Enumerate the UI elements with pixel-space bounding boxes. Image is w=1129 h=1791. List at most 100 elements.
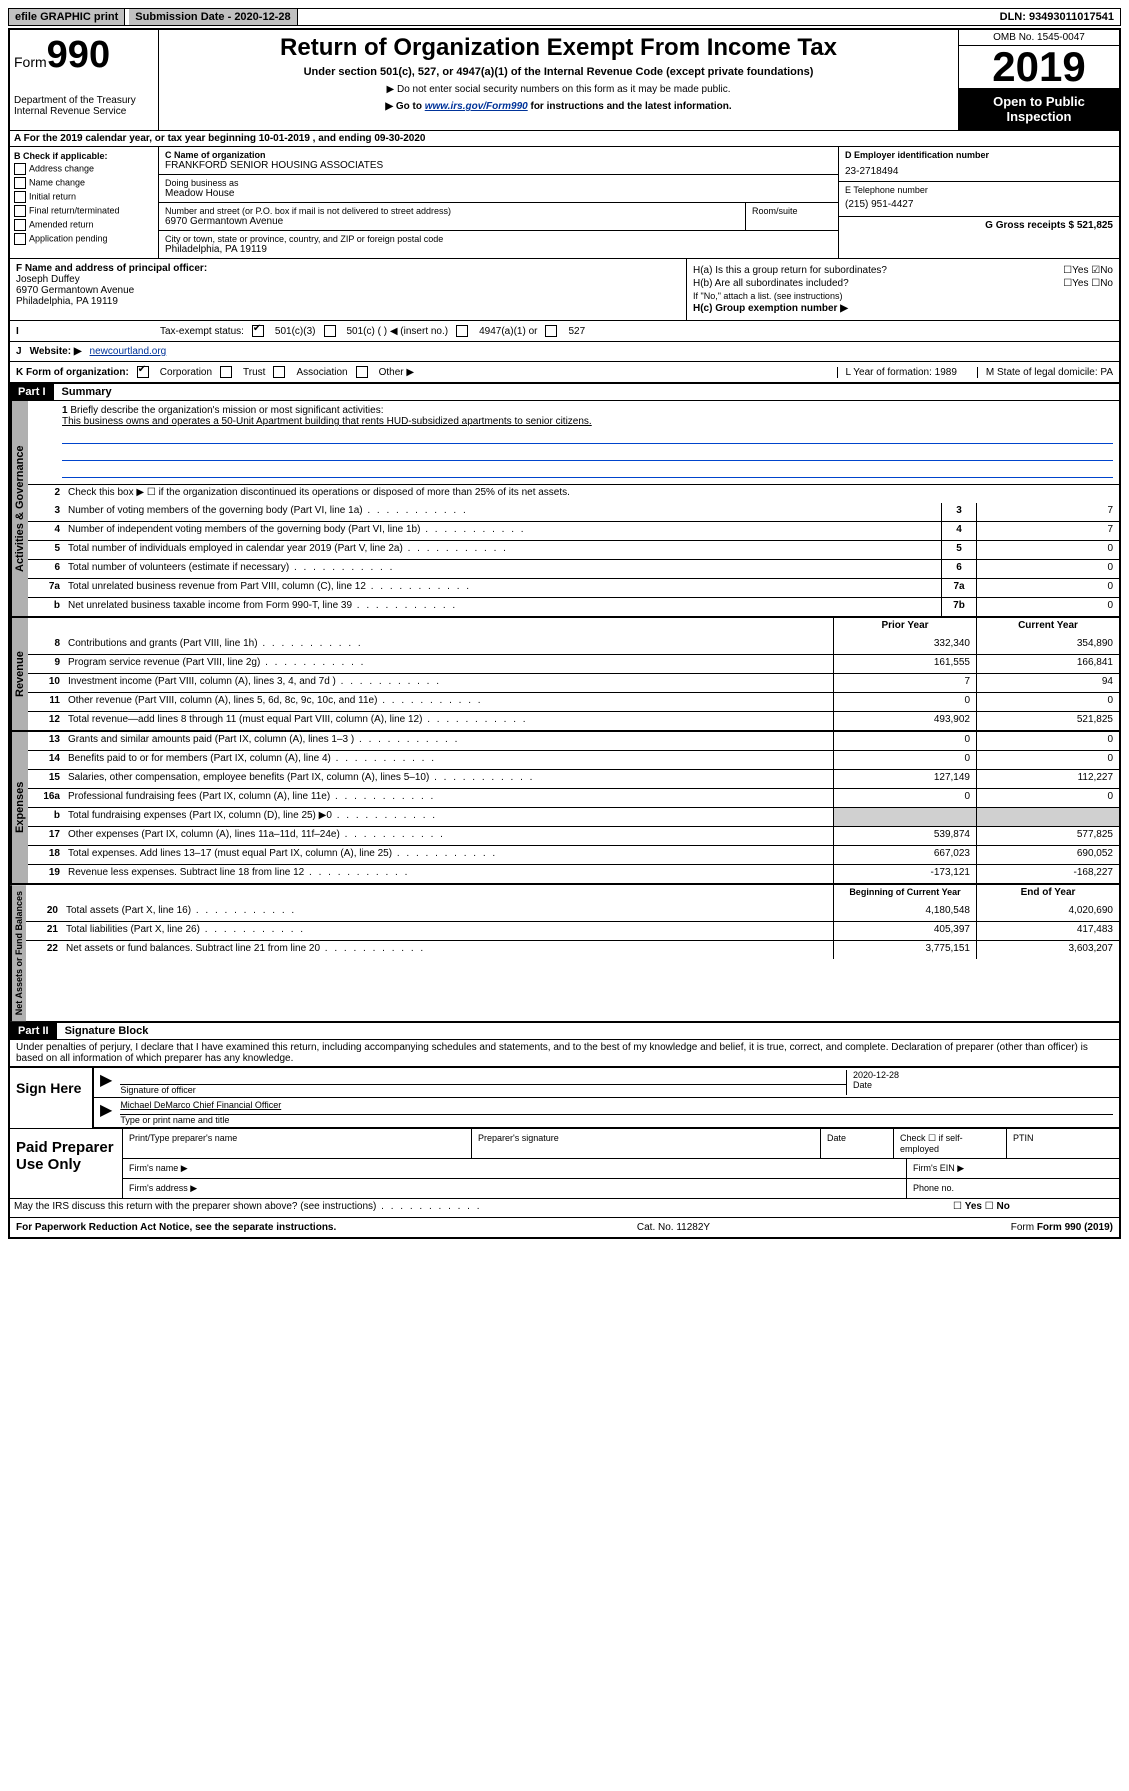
chk-corp[interactable] — [137, 366, 149, 378]
year-box: OMB No. 1545-0047 2019 Open to Public In… — [959, 30, 1119, 130]
addr-label: Number and street (or P.O. box if mail i… — [165, 206, 739, 216]
dln-label: DLN: 93493011017541 — [994, 9, 1120, 25]
dba-value: Meadow House — [165, 188, 832, 199]
chk-initial[interactable]: Initial return — [14, 191, 154, 203]
chk-trust[interactable] — [220, 366, 232, 378]
officer-name: Joseph Duffey — [16, 274, 680, 285]
city-label: City or town, state or province, country… — [165, 234, 832, 244]
tax-year: 2019 — [959, 46, 1119, 88]
part1-badge: Part I — [10, 384, 54, 400]
firm-name-label: Firm's name ▶ — [123, 1159, 907, 1178]
ha-answer: ☐Yes ☑No — [1063, 265, 1113, 276]
officer-typed-name: Michael DeMarco Chief Financial Officer — [120, 1100, 281, 1110]
chk-501c[interactable] — [324, 325, 336, 337]
arrow-icon: ▶ — [100, 1100, 112, 1125]
chk-other[interactable] — [356, 366, 368, 378]
hb-answer: ☐Yes ☐No — [1063, 278, 1113, 289]
table-row: 8Contributions and grants (Part VIII, li… — [28, 636, 1119, 654]
open-inspection-label: Open to Public Inspection — [959, 88, 1119, 130]
box-b-checkboxes: B Check if applicable: Address change Na… — [10, 147, 159, 258]
table-row: 13Grants and similar amounts paid (Part … — [28, 732, 1119, 750]
table-row: 6Total number of volunteers (estimate if… — [28, 559, 1119, 578]
vtab-netassets: Net Assets or Fund Balances — [10, 885, 26, 1021]
chk-pending[interactable]: Application pending — [14, 233, 154, 245]
chk-501c3[interactable] — [252, 325, 264, 337]
sig-date: 2020-12-28 — [853, 1070, 1113, 1080]
right-info-col: D Employer identification number 23-2718… — [838, 147, 1119, 258]
street-address: 6970 Germantown Avenue — [165, 216, 739, 227]
irs-link[interactable]: www.irs.gov/Form990 — [425, 101, 528, 112]
part2-title: Signature Block — [57, 1023, 157, 1039]
website-link[interactable]: newcourtland.org — [90, 346, 167, 357]
table-row: 15Salaries, other compensation, employee… — [28, 769, 1119, 788]
form-title: Return of Organization Exempt From Incom… — [167, 34, 950, 62]
chk-4947[interactable] — [456, 325, 468, 337]
part1-title: Summary — [54, 384, 120, 400]
perjury-text: Under penalties of perjury, I declare th… — [10, 1039, 1119, 1066]
hdr-end: End of Year — [976, 885, 1119, 903]
subtitle-3: ▶ Go to www.irs.gov/Form990 for instruct… — [167, 101, 950, 112]
tax-status-row: I Tax-exempt status: 501(c)(3) 501(c) ( … — [10, 320, 1119, 341]
sig-officer-label: Signature of officer — [120, 1085, 195, 1095]
firm-addr-label: Firm's address ▶ — [123, 1179, 907, 1198]
hdr-beginning: Beginning of Current Year — [833, 885, 976, 903]
form-number: 990 — [47, 34, 110, 76]
k-org-row: K Form of organization: Corporation Trus… — [10, 361, 1119, 382]
chk-amended[interactable]: Amended return — [14, 219, 154, 231]
room-label: Room/suite — [752, 206, 832, 216]
website-row: J Website: ▶ newcourtland.org — [10, 341, 1119, 361]
table-row: 20Total assets (Part X, line 16)4,180,54… — [26, 903, 1119, 921]
officer-addr1: 6970 Germantown Avenue — [16, 285, 680, 296]
efile-print-button[interactable]: efile GRAPHIC print — [9, 9, 125, 25]
top-toolbar: efile GRAPHIC print Submission Date - 20… — [8, 8, 1121, 26]
table-row: 14Benefits paid to or for members (Part … — [28, 750, 1119, 769]
year-formation: L Year of formation: 1989 — [837, 367, 957, 378]
sign-here-label: Sign Here — [10, 1068, 94, 1128]
table-row: 3Number of voting members of the governi… — [28, 503, 1119, 521]
table-row: 4Number of independent voting members of… — [28, 521, 1119, 540]
subtitle-2: ▶ Do not enter social security numbers o… — [167, 84, 950, 95]
discuss-question: May the IRS discuss this return with the… — [10, 1199, 947, 1217]
gross-receipts: G Gross receipts $ 521,825 — [985, 220, 1113, 231]
mission-text: This business owns and operates a 50-Uni… — [62, 416, 592, 427]
table-row: 7aTotal unrelated business revenue from … — [28, 578, 1119, 597]
part1-header: Part I Summary — [10, 382, 1119, 400]
footer-mid: Cat. No. 11282Y — [637, 1222, 710, 1233]
box-b-title: B Check if applicable: — [14, 151, 154, 161]
table-row: 9Program service revenue (Part VIII, lin… — [28, 654, 1119, 673]
hdr-current-year: Current Year — [976, 618, 1119, 636]
table-row: 18Total expenses. Add lines 13–17 (must … — [28, 845, 1119, 864]
sig-date-label: Date — [853, 1080, 872, 1090]
chk-assoc[interactable] — [273, 366, 285, 378]
form-prefix: Form — [14, 54, 47, 70]
part2-header: Part II Signature Block — [10, 1021, 1119, 1039]
city-state-zip: Philadelphia, PA 19119 — [165, 244, 832, 255]
prep-ptin-hdr: PTIN — [1007, 1129, 1119, 1158]
j-label: J — [16, 346, 22, 357]
table-row: bTotal fundraising expenses (Part IX, co… — [28, 807, 1119, 826]
prep-selfemp-hdr: Check ☐ if self-employed — [894, 1129, 1007, 1158]
discuss-answer: ☐ Yes ☐ No — [947, 1199, 1119, 1217]
footer-right: Form Form 990 (2019) — [1011, 1222, 1113, 1233]
vtab-revenue: Revenue — [10, 618, 28, 730]
box-h-group: H(a) Is this a group return for subordin… — [687, 259, 1119, 320]
box-c-org-info: C Name of organization FRANKFORD SENIOR … — [159, 147, 838, 258]
chk-final[interactable]: Final return/terminated — [14, 205, 154, 217]
ha-label: H(a) Is this a group return for subordin… — [693, 265, 887, 276]
form-container: Form990 Department of the Treasury Inter… — [8, 28, 1121, 1239]
status-label: Tax-exempt status: — [160, 326, 244, 337]
chk-address[interactable]: Address change — [14, 163, 154, 175]
org-name-label: C Name of organization — [165, 150, 832, 160]
phone-value: (215) 951-4427 — [845, 199, 1113, 210]
chk-527[interactable] — [545, 325, 557, 337]
chk-name[interactable]: Name change — [14, 177, 154, 189]
table-row: 16aProfessional fundraising fees (Part I… — [28, 788, 1119, 807]
hdr-prior-year: Prior Year — [833, 618, 976, 636]
prep-date-hdr: Date — [821, 1129, 894, 1158]
table-row: 21Total liabilities (Part X, line 26)405… — [26, 921, 1119, 940]
submission-date-button[interactable]: Submission Date - 2020-12-28 — [129, 9, 297, 25]
org-name: FRANKFORD SENIOR HOUSING ASSOCIATES — [165, 160, 832, 171]
phone-label: E Telephone number — [845, 185, 1113, 195]
form-id-box: Form990 Department of the Treasury Inter… — [10, 30, 159, 130]
officer-addr2: Philadelphia, PA 19119 — [16, 296, 680, 307]
